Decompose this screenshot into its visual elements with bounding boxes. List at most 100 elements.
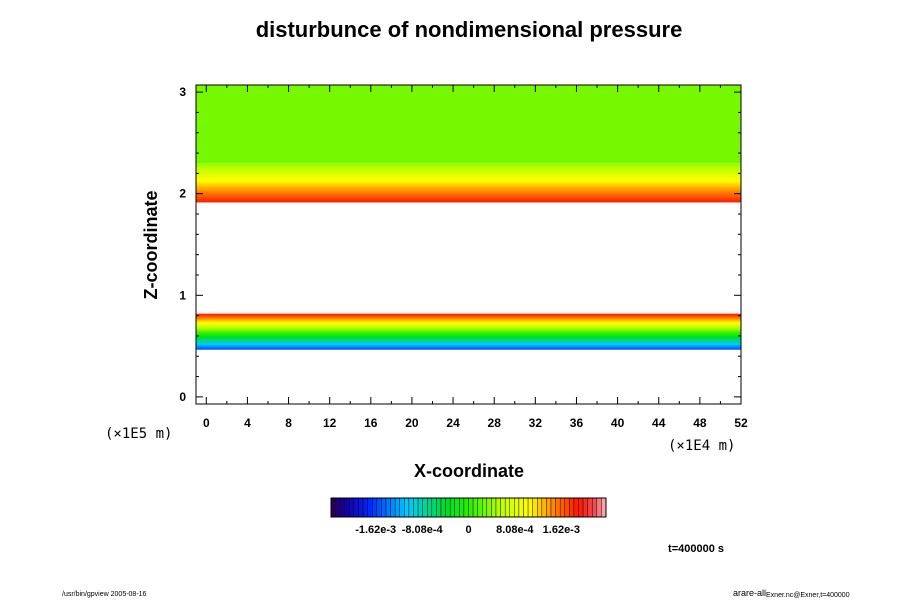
field-strip <box>196 328 741 331</box>
y-tick-label: 3 <box>179 85 186 99</box>
field-strip <box>196 197 741 200</box>
field-strip <box>196 340 741 343</box>
x-tick-label: 28 <box>488 416 502 430</box>
colorbar-cell <box>440 497 446 518</box>
field-strip <box>196 325 741 328</box>
field-strip <box>196 346 741 349</box>
y-axis: 0 1 2 3 <box>179 85 741 404</box>
field-strip <box>196 164 741 167</box>
colorbar-cell <box>518 497 524 518</box>
colorbar-cell <box>472 497 478 518</box>
field-strip <box>196 186 741 189</box>
x-tick-label: 24 <box>446 416 460 430</box>
colorbar-cell <box>596 497 602 518</box>
field-strip <box>196 332 741 335</box>
x-tick-label: 36 <box>570 416 584 430</box>
colorbar-cell <box>445 497 451 518</box>
field-strip <box>196 345 741 348</box>
colorbar-cell <box>431 497 437 518</box>
plot-frame <box>195 84 742 405</box>
field-strip <box>196 168 741 171</box>
field-strip <box>196 200 741 203</box>
field-strip <box>196 199 741 202</box>
colorbar-cell <box>491 497 497 518</box>
colorbar-cell <box>541 497 547 518</box>
field-strip <box>196 182 741 185</box>
colorbar-cell <box>449 497 455 518</box>
time-label: t=400000 s <box>668 543 724 555</box>
field-strip <box>196 338 741 341</box>
x-tick-label: 4 <box>244 416 251 430</box>
field-strip <box>196 342 741 344</box>
field-strip <box>196 185 741 187</box>
field-strip <box>196 313 741 316</box>
colorbar-frame <box>330 497 607 518</box>
field-strip <box>196 330 741 332</box>
colorbar-cell <box>427 497 433 518</box>
colorbar-cell <box>454 497 460 518</box>
field-strip <box>196 343 741 345</box>
colorbar-tick-label: -8.08e-4 <box>402 524 444 536</box>
colorbar-cell <box>587 497 593 518</box>
field-strip <box>196 172 741 175</box>
colorbar-cell <box>550 497 556 518</box>
colorbar-cell <box>555 497 561 518</box>
field-strip <box>196 173 741 176</box>
colorbar-cell <box>523 497 529 518</box>
field-layer-2 <box>196 201 741 314</box>
field-strip <box>196 167 741 169</box>
y-axis-title: Z-coordinate <box>141 190 161 299</box>
field-strip <box>196 195 741 198</box>
colorbar-cell <box>532 497 538 518</box>
colorbar-tick-label: -1.62e-3 <box>355 524 396 536</box>
colorbar-cell <box>527 497 533 518</box>
field-strip <box>196 323 741 325</box>
x-tick-label: 12 <box>323 416 337 430</box>
colorbar-cell <box>399 497 405 518</box>
colorbar-cell <box>376 497 382 518</box>
x-tick-label: 0 <box>203 416 210 430</box>
colorbar-cell <box>413 497 419 518</box>
footer-left: /usr/bin/gpview 2005-08-16 <box>62 591 147 598</box>
field-strip <box>196 190 741 193</box>
field-strip <box>196 187 741 190</box>
field-strip <box>196 183 741 186</box>
colorbar-cell <box>408 497 414 518</box>
colorbar-cell <box>394 497 400 518</box>
colorbar-cell <box>358 497 364 518</box>
colorbar-cell <box>592 497 598 518</box>
chart-title: disturbunce of nondimensional pressure <box>256 17 683 42</box>
field-strip <box>196 188 741 191</box>
colorbar-cell <box>582 497 588 518</box>
footer-right: arare-allExner.nc@Exner,t=400000 <box>733 588 850 599</box>
field-strip <box>196 315 741 318</box>
field-strip <box>196 331 741 334</box>
field-strip <box>196 196 741 199</box>
field-strip <box>196 178 741 181</box>
colorbar-tick-label: 0 <box>465 524 471 536</box>
colorbar-cell <box>390 497 396 518</box>
colorbar-cell <box>514 497 520 518</box>
field-strip <box>196 191 741 194</box>
colorbar-cell <box>559 497 565 518</box>
field-strip <box>196 339 741 342</box>
x-tick-label: 32 <box>529 416 543 430</box>
field-strip <box>196 176 741 178</box>
x-tick-label: 52 <box>734 416 748 430</box>
colorbar-tick-label: 8.08e-4 <box>496 524 534 536</box>
colorbar-cell <box>537 497 543 518</box>
y-tick-label: 2 <box>179 187 186 201</box>
field-strip <box>196 165 741 168</box>
field-strip <box>196 344 741 347</box>
field-strip <box>196 326 741 329</box>
footer-right-sub: Exner.nc@Exner,t=400000 <box>766 592 850 599</box>
field-strip <box>196 337 741 340</box>
y-tick-label: 1 <box>179 288 186 302</box>
footer-right-main: arare-all <box>733 588 766 598</box>
colorbar-cell <box>417 497 423 518</box>
field-layer-4 <box>196 85 741 164</box>
colorbar-cell <box>495 497 501 518</box>
colorbar-cell <box>573 497 579 518</box>
x-unit-label: (×1E4 m) <box>668 438 735 454</box>
colorbar-cell <box>330 497 336 518</box>
